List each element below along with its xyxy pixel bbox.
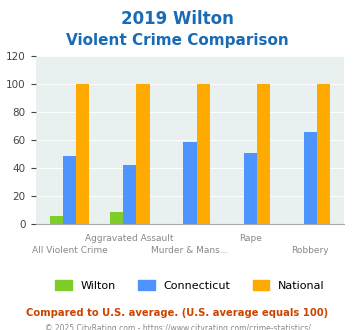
Text: Violent Crime Comparison: Violent Crime Comparison [66,33,289,48]
Text: Rape: Rape [239,235,262,244]
Bar [257,84,270,224]
Legend: Wilton, Connecticut, National: Wilton, Connecticut, National [55,280,325,291]
Bar [317,84,330,224]
Text: Compared to U.S. average. (U.S. average equals 100): Compared to U.S. average. (U.S. average … [26,308,329,317]
Bar [76,84,89,224]
Text: All Violent Crime: All Violent Crime [32,246,107,255]
Bar [63,156,76,224]
Bar [304,132,317,224]
Text: 2019 Wilton: 2019 Wilton [121,10,234,28]
Text: Murder & Mans...: Murder & Mans... [151,246,229,255]
Bar [183,142,197,224]
Bar [110,212,123,224]
Text: Robbery: Robbery [291,246,329,255]
Text: Aggravated Assault: Aggravated Assault [86,235,174,244]
Text: © 2025 CityRating.com - https://www.cityrating.com/crime-statistics/: © 2025 CityRating.com - https://www.city… [45,324,310,330]
Bar [50,216,63,224]
Bar [136,84,149,224]
Bar [197,84,210,224]
Bar [123,166,136,224]
Bar [244,153,257,224]
